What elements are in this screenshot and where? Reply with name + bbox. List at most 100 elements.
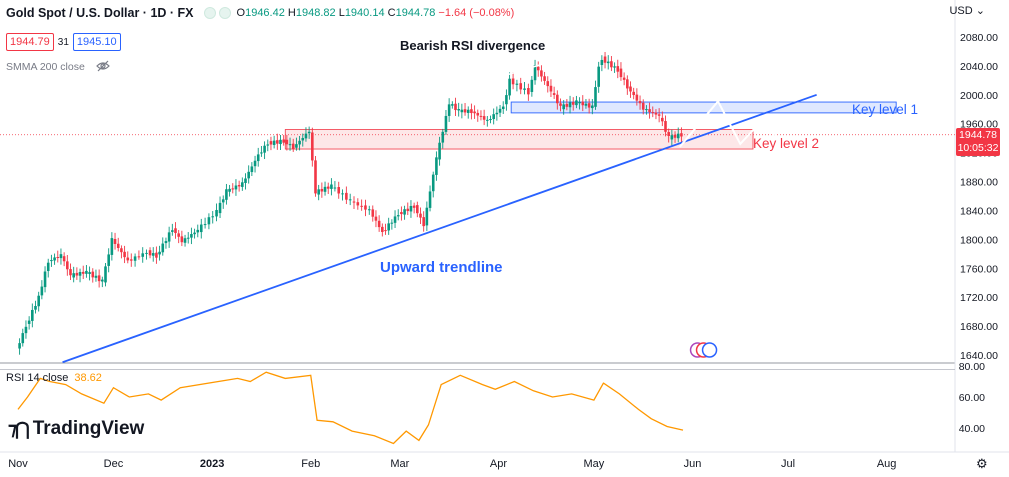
candle-body	[600, 59, 604, 66]
candle-body	[215, 209, 218, 217]
candle-body	[416, 205, 419, 214]
candle-body	[584, 103, 588, 106]
candle-body	[24, 326, 28, 334]
candle-body	[285, 139, 289, 145]
candle-body	[680, 133, 683, 137]
candle-body	[651, 112, 655, 114]
candle-body	[129, 259, 133, 261]
candle-body	[667, 132, 670, 136]
candle-body	[422, 217, 425, 227]
candle-body	[107, 254, 110, 266]
candle-body	[288, 144, 292, 146]
candle-body	[441, 131, 445, 143]
buy-price-button[interactable]: 1945.10	[72, 33, 121, 51]
candle-body	[250, 166, 254, 173]
candle-body	[374, 216, 378, 221]
low-value: 1940.14	[344, 7, 385, 19]
candle-body	[492, 114, 495, 120]
annotation-trendline: Upward trendline	[380, 259, 503, 276]
y-tick-label: 1880.00	[960, 177, 998, 189]
currency-selector[interactable]: USD ⌄	[949, 4, 985, 17]
candle-body	[104, 266, 107, 283]
bar-countdown: 10:05:32	[957, 142, 999, 154]
candle-body	[632, 91, 635, 96]
candle-body	[641, 102, 645, 110]
candle-body	[515, 83, 519, 85]
candle-body	[387, 223, 390, 231]
change-value: −1.64 (−0.08%)	[438, 7, 515, 19]
candle-body	[619, 68, 623, 78]
candle-body	[419, 213, 422, 218]
candle-body	[317, 189, 320, 195]
candle-body	[360, 205, 363, 207]
candle-body	[237, 185, 241, 187]
candle-body	[234, 185, 238, 190]
candle-body	[568, 102, 572, 108]
candle-body	[486, 119, 489, 121]
candle-body	[291, 143, 295, 149]
candle-body	[540, 70, 543, 77]
candle-body	[158, 251, 161, 255]
x-tick-label: Aug	[877, 458, 897, 470]
candle-body	[670, 135, 674, 140]
candle-body	[673, 134, 677, 138]
candle-body	[511, 78, 515, 85]
symbol-title[interactable]: Gold Spot / U.S. Dollar · 1D · FX	[6, 6, 194, 20]
candle-body	[269, 141, 273, 145]
indicator-legend[interactable]: SMMA 200 close	[6, 60, 110, 73]
candle-body	[171, 230, 174, 232]
candle-body	[657, 114, 661, 116]
candle-body	[676, 133, 680, 139]
candle-body	[562, 104, 565, 110]
rsi-tick-label: 40.00	[959, 423, 985, 435]
candle-body	[69, 269, 72, 276]
candle-body	[62, 256, 66, 262]
candle-body	[298, 140, 301, 145]
candle-body	[438, 142, 441, 160]
event-flag-icon	[701, 342, 718, 358]
candle-body	[479, 115, 483, 117]
candle-body	[186, 237, 190, 239]
key-level-1-zone	[510, 101, 897, 114]
candle-body	[75, 272, 79, 276]
candle-body	[141, 253, 145, 257]
candle-body	[591, 105, 594, 109]
eye-off-icon[interactable]	[95, 60, 110, 72]
candle-body	[279, 139, 282, 145]
candle-body	[113, 239, 117, 244]
candle-body	[97, 275, 101, 282]
candle-body	[276, 140, 279, 144]
candle-body	[498, 108, 502, 113]
gear-icon[interactable]: ⚙	[976, 456, 988, 471]
annotation-key-level-2: Key level 2	[753, 136, 820, 151]
candle-body	[364, 205, 367, 210]
candle-body	[638, 101, 642, 104]
status-dots	[203, 7, 231, 19]
candle-body	[463, 109, 467, 113]
candle-body	[661, 117, 664, 122]
data-status-dot-icon	[218, 7, 231, 19]
candle-body	[527, 88, 530, 95]
candle-body	[126, 257, 130, 261]
candle-body	[466, 109, 470, 113]
candle-body	[352, 201, 356, 203]
candle-body	[356, 202, 360, 206]
candle-body	[56, 257, 60, 259]
candle-body	[266, 144, 270, 146]
candle-body	[21, 333, 25, 344]
sell-price-button[interactable]: 1944.79	[6, 33, 54, 51]
candle-body	[606, 61, 610, 64]
candle-body	[120, 248, 123, 253]
candle-body	[174, 228, 177, 234]
rsi-legend[interactable]: RSI 14 close 38.62	[6, 372, 102, 384]
upward-trendline	[62, 93, 817, 364]
candle-body	[155, 252, 158, 258]
candle-body	[460, 109, 464, 113]
chevron-down-icon: ⌄	[975, 5, 985, 17]
candle-body	[409, 205, 413, 212]
candle-body	[145, 252, 148, 254]
candle-body	[116, 243, 120, 248]
candle-body	[161, 243, 165, 253]
candle-body	[501, 106, 505, 110]
candle-body	[272, 140, 276, 145]
